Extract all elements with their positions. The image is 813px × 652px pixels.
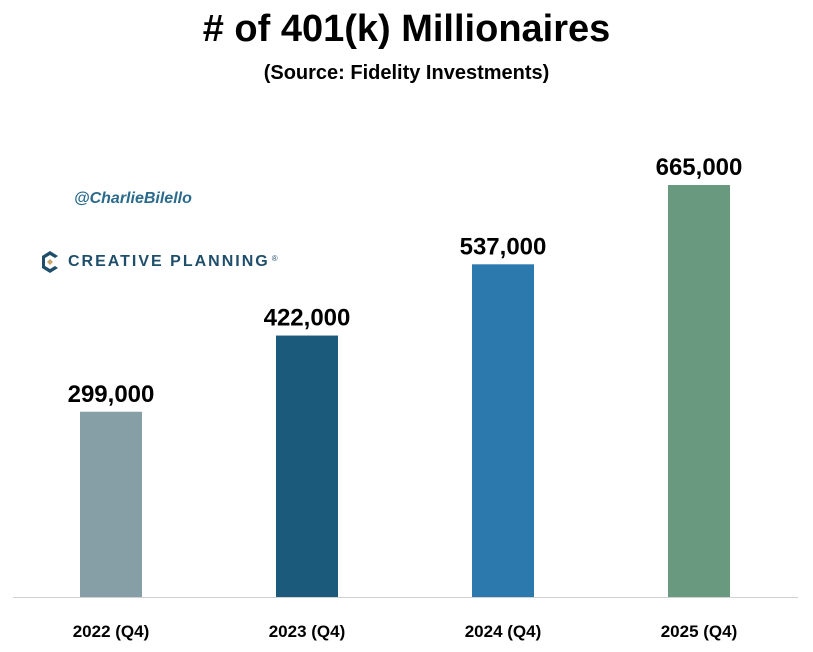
x-tick-label: 2024 (Q4) (465, 622, 542, 641)
x-tick-labels-layer: 2022 (Q4) 2023 (Q4) 2024 (Q4) 2025 (Q4) (73, 622, 738, 641)
bars-layer (80, 185, 730, 597)
bar-value-label: 665,000 (656, 154, 743, 181)
registered-mark: ® (271, 253, 278, 263)
x-tick-label: 2023 (Q4) (269, 622, 346, 641)
x-tick-label: 2025 (Q4) (661, 622, 738, 641)
chart-title: # of 401(k) Millionaires (202, 8, 611, 50)
bar-2024 (472, 264, 534, 597)
value-labels-layer: 299,000 422,000 537,000 665,000 (68, 154, 743, 408)
bar-2022 (80, 411, 142, 597)
bar-2025 (668, 185, 730, 597)
bar-value-label: 537,000 (460, 233, 547, 260)
brand-logo: CREATIVE PLANNING ® (40, 250, 278, 274)
bar-value-label: 299,000 (68, 381, 155, 408)
bar-value-label: 422,000 (264, 305, 351, 332)
creative-planning-logo-icon (42, 251, 58, 273)
chart-subtitle: (Source: Fidelity Investments) (263, 62, 550, 84)
author-handle: @CharlieBilello (74, 190, 192, 207)
x-tick-label: 2022 (Q4) (73, 622, 150, 641)
brand-name: CREATIVE PLANNING (68, 253, 270, 270)
bar-2023 (276, 335, 338, 597)
